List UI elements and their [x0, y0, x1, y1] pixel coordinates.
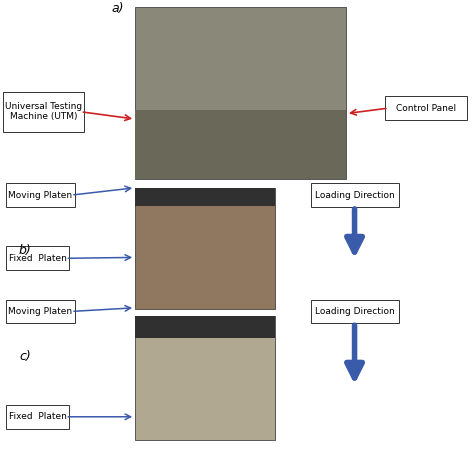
- Text: Fixed  Platen: Fixed Platen: [9, 254, 66, 263]
- FancyBboxPatch shape: [6, 405, 69, 429]
- Text: c): c): [19, 350, 31, 363]
- Text: a): a): [111, 2, 124, 15]
- Text: Moving Platen: Moving Platen: [8, 191, 73, 200]
- Text: Loading Direction: Loading Direction: [315, 191, 395, 200]
- Text: b): b): [19, 244, 32, 256]
- Text: Universal Testing
Machine (UTM): Universal Testing Machine (UTM): [5, 102, 82, 121]
- FancyBboxPatch shape: [6, 183, 75, 207]
- Text: Moving Platen: Moving Platen: [8, 307, 73, 316]
- Text: Fixed  Platen: Fixed Platen: [9, 412, 66, 421]
- FancyBboxPatch shape: [385, 96, 467, 120]
- FancyBboxPatch shape: [311, 300, 399, 323]
- FancyBboxPatch shape: [135, 7, 346, 179]
- FancyBboxPatch shape: [135, 316, 275, 338]
- FancyBboxPatch shape: [6, 300, 75, 323]
- Text: Loading Direction: Loading Direction: [315, 307, 395, 316]
- FancyBboxPatch shape: [135, 316, 275, 440]
- FancyBboxPatch shape: [135, 188, 275, 309]
- FancyBboxPatch shape: [311, 183, 399, 207]
- Text: Control Panel: Control Panel: [396, 104, 456, 113]
- FancyBboxPatch shape: [135, 110, 346, 179]
- FancyBboxPatch shape: [6, 246, 69, 270]
- FancyBboxPatch shape: [135, 188, 275, 206]
- FancyBboxPatch shape: [3, 92, 84, 132]
